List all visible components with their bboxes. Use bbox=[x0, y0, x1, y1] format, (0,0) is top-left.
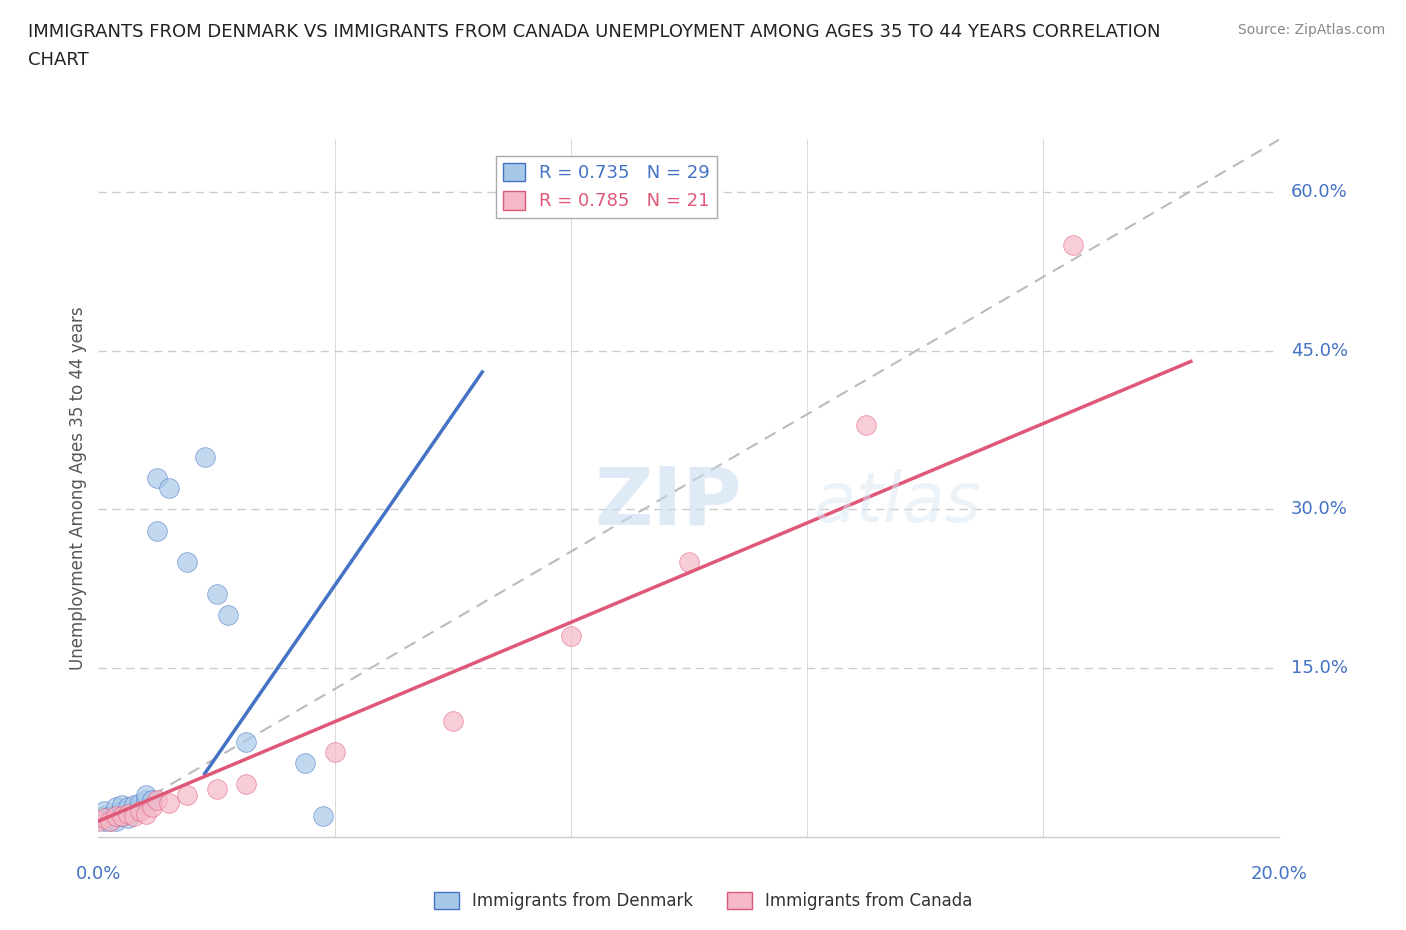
Point bbox=[146, 792, 169, 807]
Point bbox=[93, 808, 115, 823]
Point bbox=[157, 481, 180, 496]
Legend: Immigrants from Denmark, Immigrants from Canada: Immigrants from Denmark, Immigrants from… bbox=[427, 885, 979, 917]
Point bbox=[93, 814, 115, 829]
Point bbox=[146, 471, 169, 485]
Text: 20.0%: 20.0% bbox=[1251, 865, 1308, 883]
Text: CHART: CHART bbox=[28, 51, 89, 69]
Point bbox=[135, 792, 157, 807]
Point bbox=[111, 808, 134, 823]
Point bbox=[157, 796, 180, 811]
Point bbox=[111, 798, 134, 813]
Text: IMMIGRANTS FROM DENMARK VS IMMIGRANTS FROM CANADA UNEMPLOYMENT AMONG AGES 35 TO : IMMIGRANTS FROM DENMARK VS IMMIGRANTS FR… bbox=[28, 23, 1160, 41]
Point bbox=[205, 782, 228, 797]
Point bbox=[135, 806, 157, 821]
Point bbox=[217, 607, 239, 622]
Point bbox=[93, 804, 115, 818]
Point bbox=[323, 745, 346, 760]
Point bbox=[176, 788, 198, 803]
Point bbox=[294, 755, 316, 770]
Point bbox=[176, 555, 198, 570]
Point bbox=[111, 808, 134, 823]
Y-axis label: Unemployment Among Ages 35 to 44 years: Unemployment Among Ages 35 to 44 years bbox=[69, 307, 87, 670]
Point bbox=[122, 808, 145, 823]
Point bbox=[105, 808, 128, 823]
Text: 45.0%: 45.0% bbox=[1291, 342, 1348, 360]
Point bbox=[141, 800, 163, 815]
Text: Source: ZipAtlas.com: Source: ZipAtlas.com bbox=[1237, 23, 1385, 37]
Point bbox=[141, 792, 163, 807]
Text: 60.0%: 60.0% bbox=[1291, 183, 1347, 201]
Point bbox=[117, 806, 139, 821]
Legend: R = 0.735   N = 29, R = 0.785   N = 21: R = 0.735 N = 29, R = 0.785 N = 21 bbox=[495, 155, 717, 218]
Point bbox=[235, 735, 257, 750]
Point bbox=[205, 587, 228, 602]
Text: 0.0%: 0.0% bbox=[76, 865, 121, 883]
Point bbox=[122, 804, 145, 818]
Point bbox=[560, 629, 582, 644]
Point bbox=[105, 800, 128, 815]
Point bbox=[105, 814, 128, 829]
Point bbox=[855, 418, 877, 432]
Text: 30.0%: 30.0% bbox=[1291, 500, 1347, 518]
Point bbox=[105, 808, 128, 823]
Point bbox=[98, 808, 121, 823]
Text: atlas: atlas bbox=[813, 469, 981, 536]
Point bbox=[194, 449, 217, 464]
Point bbox=[87, 814, 110, 829]
Text: ZIP: ZIP bbox=[595, 463, 742, 541]
Point bbox=[117, 800, 139, 815]
Point bbox=[117, 811, 139, 826]
Point bbox=[122, 798, 145, 813]
Point bbox=[678, 555, 700, 570]
Point bbox=[312, 808, 335, 823]
Point bbox=[128, 796, 150, 811]
Point bbox=[98, 814, 121, 829]
Text: 15.0%: 15.0% bbox=[1291, 659, 1347, 677]
Point bbox=[98, 814, 121, 829]
Point bbox=[1062, 238, 1084, 253]
Point bbox=[128, 804, 150, 818]
Point bbox=[441, 713, 464, 728]
Point bbox=[235, 777, 257, 791]
Point bbox=[93, 811, 115, 826]
Point bbox=[135, 788, 157, 803]
Point bbox=[146, 523, 169, 538]
Point bbox=[111, 804, 134, 818]
